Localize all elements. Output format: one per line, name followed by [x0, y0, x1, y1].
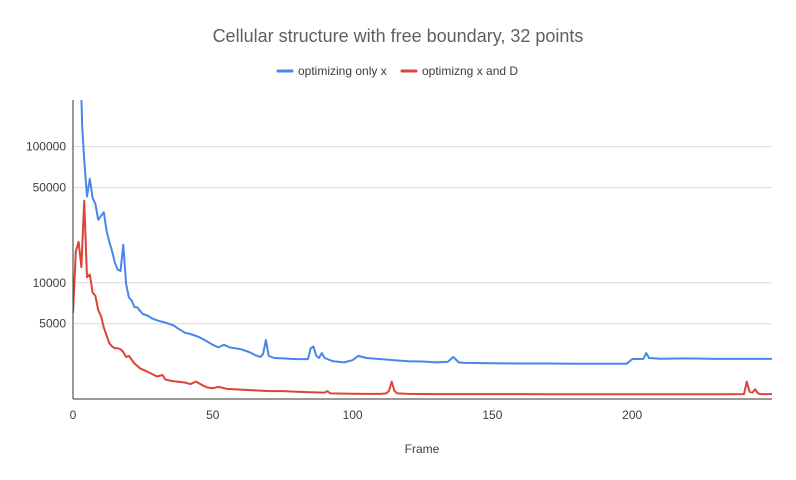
series-line-1: [73, 199, 772, 396]
legend-label-0: optimizing only x: [298, 64, 387, 78]
x-axis-title: Frame: [405, 442, 440, 456]
series-layer: [73, 100, 772, 396]
x-tick-label-2: 100: [343, 408, 363, 422]
x-ticks: 0 50 100 150 200: [70, 408, 643, 422]
gridlines: [73, 146, 772, 325]
x-tick-label-1: 50: [206, 408, 220, 422]
y-tick-label-3: 100000: [26, 140, 66, 154]
x-tick-label-3: 150: [482, 408, 502, 422]
y-ticks: 5000 10000 50000 100000: [26, 140, 66, 331]
y-tick-label-1: 10000: [33, 276, 67, 290]
legend-label-1: optimizng x and D: [422, 64, 518, 78]
legend: optimizing only x optimizng x and D: [276, 64, 518, 78]
series-line-0: [80, 100, 772, 365]
x-tick-label-4: 200: [622, 408, 642, 422]
y-tick-label-2: 50000: [33, 181, 67, 195]
chart-title: Cellular structure with free boundary, 3…: [213, 26, 584, 46]
y-tick-label-0: 5000: [39, 317, 66, 331]
x-tick-label-0: 0: [70, 408, 77, 422]
